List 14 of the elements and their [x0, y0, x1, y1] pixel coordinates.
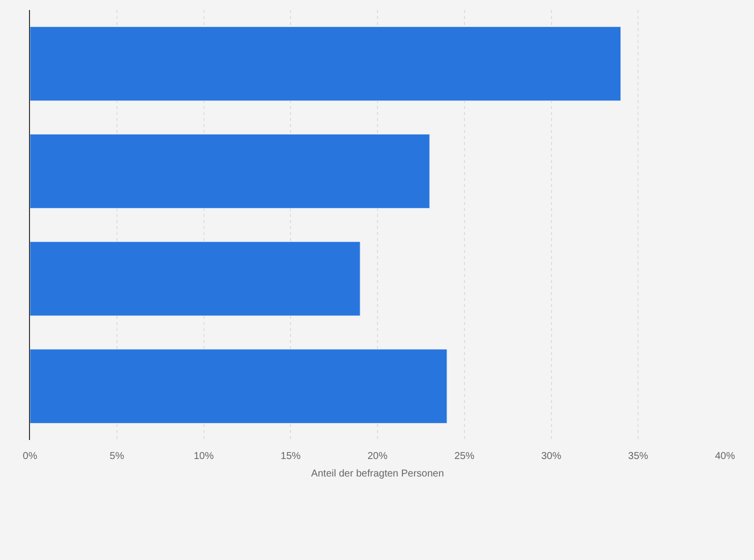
- x-tick-label: 5%: [110, 451, 124, 462]
- x-tick-label: 15%: [280, 451, 301, 462]
- x-tick-label: 30%: [541, 451, 562, 462]
- bar: [30, 348, 448, 424]
- bar: [30, 26, 621, 102]
- x-tick-label: 0%: [22, 451, 38, 462]
- bar: [30, 134, 430, 209]
- x-tick-label: 40%: [714, 451, 736, 462]
- x-tick-label: 35%: [628, 451, 648, 462]
- bar: [30, 241, 360, 316]
- x-axis-title: Anteil der befragten Personen: [311, 468, 444, 480]
- x-tick-label: 25%: [454, 451, 474, 462]
- x-tick-label: 10%: [194, 451, 214, 462]
- x-tick-label: 20%: [367, 451, 388, 462]
